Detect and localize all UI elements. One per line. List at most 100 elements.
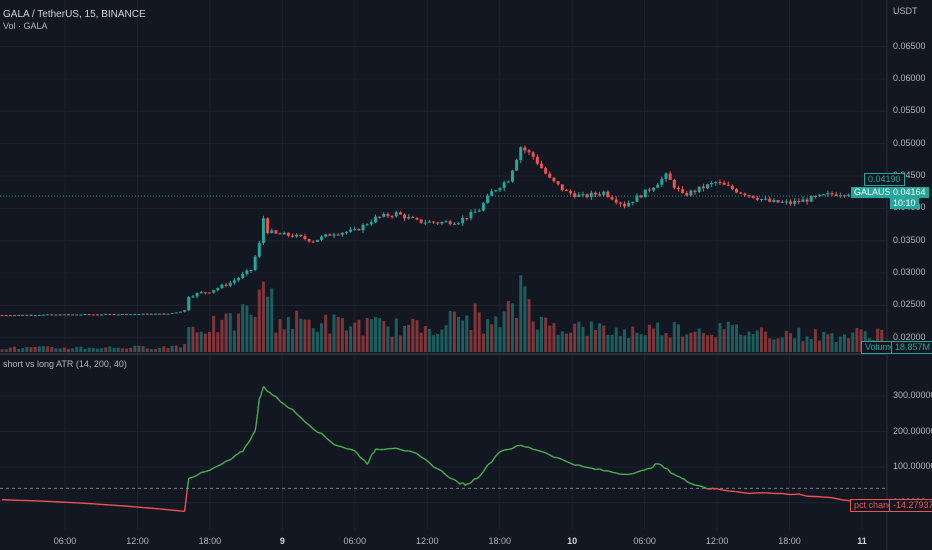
candle-body: [66, 314, 70, 316]
atr-segment: [279, 400, 285, 405]
atr-segment: [329, 440, 335, 446]
volume-bar: [137, 345, 141, 352]
candle-body: [340, 232, 344, 235]
volume-bar: [706, 335, 709, 352]
candle-body: [710, 182, 714, 185]
volume-bar: [701, 332, 705, 352]
candle-body: [241, 273, 245, 278]
candle-body: [4, 315, 8, 317]
candle-body: [311, 241, 315, 243]
atr-segment: [257, 398, 260, 406]
candle-body: [772, 200, 776, 202]
volume-indicator-title[interactable]: Vol · GALA: [3, 21, 48, 31]
atr-segment: [209, 467, 215, 471]
candle-body: [801, 199, 805, 202]
volume-bar: [432, 335, 436, 352]
candle-body: [506, 181, 510, 183]
volume-bar: [365, 317, 369, 352]
atr-segment: [126, 505, 135, 508]
volume-bar: [606, 334, 610, 352]
candle-body: [129, 314, 133, 316]
candle-body: [523, 147, 527, 151]
volume-bar: [880, 329, 884, 352]
volume-bar: [0, 349, 4, 352]
volume-bar: [320, 323, 324, 352]
candle-body: [706, 184, 709, 189]
candle-body: [693, 190, 697, 192]
volume-bar: [245, 305, 249, 352]
candle-body: [79, 314, 83, 316]
volume-bar: [33, 347, 37, 352]
candle-body: [162, 313, 166, 315]
candle-body: [220, 284, 224, 289]
atr-segment: [678, 476, 683, 479]
candle-body: [58, 314, 62, 316]
candle-body: [618, 202, 622, 204]
candle-body: [647, 189, 651, 191]
volume-bar: [29, 347, 33, 352]
volume-bar: [328, 333, 332, 352]
candle-body: [589, 192, 593, 198]
atr-segment: [271, 393, 277, 398]
atr-segment: [321, 432, 327, 439]
volume-bar: [510, 303, 514, 352]
candle-body: [531, 152, 535, 157]
atr-segment: [269, 392, 273, 396]
candle-body: [104, 313, 108, 315]
candle-body: [141, 313, 145, 315]
candle-body: [100, 314, 104, 316]
candle-body: [660, 178, 664, 185]
volume-bar: [855, 327, 859, 352]
volume-bar: [116, 347, 120, 352]
atr-segment: [449, 477, 455, 481]
candle-body: [768, 198, 772, 202]
candle-body: [199, 292, 203, 294]
candle-body: [365, 224, 369, 226]
volume-bar: [191, 326, 195, 352]
atr-segment: [607, 470, 613, 473]
volume-bar: [62, 347, 66, 352]
atr-segment: [636, 470, 642, 473]
candle-body: [25, 314, 29, 316]
currency-label[interactable]: USDT: [893, 6, 918, 16]
candle-body: [573, 193, 577, 197]
candle-body: [137, 314, 141, 316]
volume-bar: [303, 319, 307, 352]
volume-bar: [847, 338, 851, 352]
candle-body: [747, 195, 751, 197]
volume-bar: [216, 332, 220, 352]
price-candles[interactable]: [0, 145, 884, 317]
volume-bar: [573, 323, 577, 352]
volume-bar: [623, 329, 626, 352]
candle-body: [278, 233, 282, 235]
atr-segment: [652, 463, 656, 468]
candle-body: [569, 190, 573, 194]
time-tick-label: 06:00: [633, 536, 656, 546]
candle-body: [295, 234, 299, 237]
atr-segment: [187, 478, 190, 485]
volume-bar: [822, 331, 826, 352]
volume-bar: [718, 322, 722, 352]
atr-segment: [632, 471, 638, 475]
atr-indicator-title[interactable]: short vs long ATR (14, 200, 40): [3, 359, 127, 369]
atr-segment: [254, 425, 257, 431]
time-tick-label: 11: [857, 536, 867, 546]
volume-bar: [95, 348, 99, 352]
atr-segment: [715, 487, 723, 491]
symbol-title[interactable]: GALA / TetherUS, 15, BINANCE: [3, 9, 146, 20]
atr-segment: [261, 389, 264, 392]
atr-segment: [459, 482, 463, 485]
candle-body: [54, 314, 58, 316]
candle-body: [328, 234, 332, 236]
volume-bar: [8, 347, 12, 352]
volume-bar: [195, 332, 199, 352]
candle-body: [216, 288, 220, 291]
volume-bar: [776, 338, 780, 352]
candle-body: [17, 314, 21, 316]
volume-bar: [751, 333, 755, 352]
volume-bar: [286, 316, 290, 352]
candle-body: [253, 256, 257, 271]
atr-segment: [118, 504, 127, 507]
volume-bar: [100, 348, 104, 352]
